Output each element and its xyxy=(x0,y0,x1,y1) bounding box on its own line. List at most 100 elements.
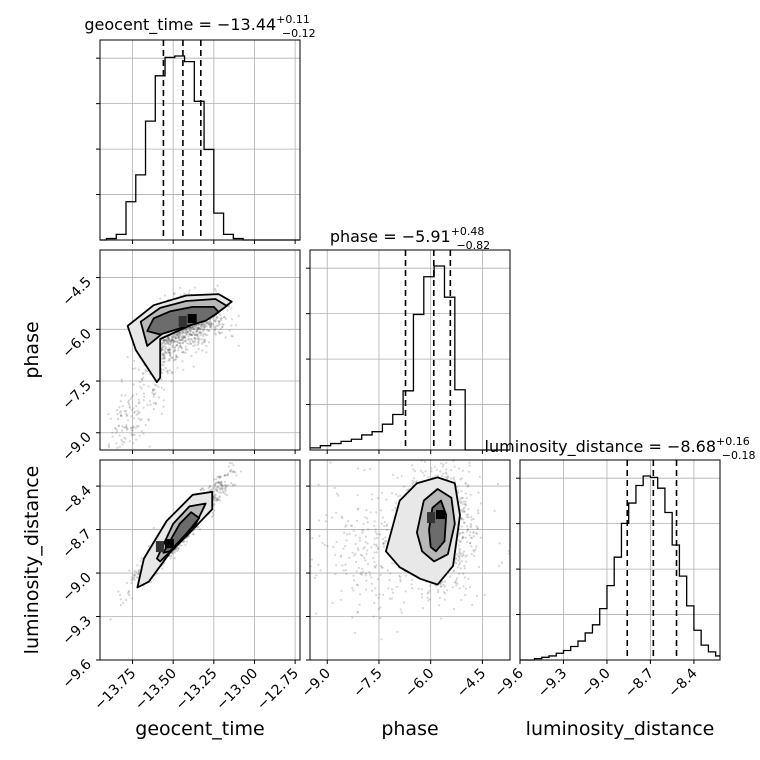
scatter-point xyxy=(213,509,216,512)
scatter-point xyxy=(376,548,379,551)
scatter-point xyxy=(362,547,365,550)
scatter-point xyxy=(359,553,362,556)
scatter-point xyxy=(377,608,380,611)
scatter-point xyxy=(121,443,124,446)
scatter-point xyxy=(214,494,217,497)
scatter-point xyxy=(399,575,402,579)
scatter-point xyxy=(223,474,226,477)
scatter-point xyxy=(452,478,455,481)
scatter-point xyxy=(184,332,187,335)
scatter-point xyxy=(223,474,226,477)
scatter-point xyxy=(182,331,185,334)
scatter-point xyxy=(195,334,198,337)
scatter-point xyxy=(162,353,166,356)
scatter-point xyxy=(177,335,180,338)
scatter-point xyxy=(376,497,379,500)
scatter-point xyxy=(130,429,133,432)
scatter-point xyxy=(162,405,165,408)
scatter-point xyxy=(213,319,216,322)
scatter-point xyxy=(160,386,163,389)
scatter-point xyxy=(384,540,387,543)
scatter-point xyxy=(334,553,337,557)
scatter-point xyxy=(180,331,183,334)
scatter-point xyxy=(468,461,471,464)
scatter-point xyxy=(397,495,400,498)
scatter-point xyxy=(196,328,199,331)
scatter-point xyxy=(464,503,467,506)
scatter-point xyxy=(201,323,204,326)
scatter-point xyxy=(458,587,461,590)
scatter-point xyxy=(208,324,211,327)
scatter-point xyxy=(463,506,466,509)
scatter-point xyxy=(162,357,165,361)
scatter-point xyxy=(413,470,416,473)
scatter-point xyxy=(162,364,165,367)
scatter-point xyxy=(174,340,177,343)
scatter-point xyxy=(126,414,129,417)
scatter-point xyxy=(173,336,176,339)
scatter-point xyxy=(198,328,202,331)
scatter-point xyxy=(469,493,472,496)
scatter-point xyxy=(142,406,145,409)
x-tick-label-1-1: −7.5 xyxy=(350,666,385,701)
scatter-point xyxy=(108,446,111,449)
scatter-point xyxy=(192,331,195,334)
scatter-point xyxy=(202,488,205,492)
scatter-point xyxy=(463,510,466,513)
scatter-point xyxy=(435,468,438,471)
scatter-point xyxy=(128,406,131,409)
scatter-point xyxy=(167,348,170,352)
scatter-point xyxy=(125,428,128,431)
scatter-point xyxy=(458,572,461,575)
scatter-point xyxy=(162,339,165,342)
scatter-point xyxy=(453,581,456,584)
scatter-point xyxy=(352,589,355,592)
scatter-point xyxy=(208,484,211,488)
scatter-point xyxy=(427,599,430,602)
scatter-point xyxy=(317,483,320,486)
scatter-point xyxy=(180,337,183,340)
scatter-point xyxy=(172,339,175,342)
scatter-point xyxy=(216,284,219,287)
scatter-point xyxy=(192,365,195,368)
scatter-point xyxy=(457,467,461,470)
scatter-point xyxy=(230,334,233,338)
y-tick-label-1-1: −7.5 xyxy=(59,378,94,413)
scatter-point xyxy=(168,348,171,351)
scatter-point xyxy=(213,478,216,481)
scatter-point xyxy=(210,325,213,328)
scatter-point xyxy=(137,398,141,401)
scatter-point xyxy=(217,486,220,489)
scatter-point xyxy=(340,554,343,557)
scatter-point xyxy=(440,585,443,588)
scatter-point xyxy=(141,379,144,382)
scatter-point xyxy=(381,537,385,541)
scatter-point xyxy=(130,434,133,437)
scatter-point xyxy=(458,557,461,560)
scatter-point xyxy=(127,401,130,404)
scatter-point xyxy=(216,490,219,493)
scatter-point xyxy=(203,340,206,344)
scatter-point xyxy=(439,585,442,588)
scatter-point xyxy=(198,326,201,329)
scatter-point xyxy=(205,325,208,328)
scatter-point xyxy=(461,497,464,500)
scatter-point xyxy=(205,344,208,348)
scatter-point xyxy=(162,356,165,359)
scatter-point xyxy=(120,378,123,381)
scatter-point xyxy=(185,339,188,342)
scatter-point xyxy=(216,488,219,492)
scatter-point xyxy=(119,414,122,417)
scatter-point xyxy=(187,292,191,295)
scatter-point xyxy=(210,322,213,325)
scatter-point xyxy=(177,336,180,339)
scatter-point xyxy=(199,488,202,491)
scatter-point xyxy=(214,483,217,487)
scatter-point xyxy=(115,431,118,434)
scatter-point xyxy=(130,415,133,418)
scatter-point xyxy=(121,440,124,443)
scatter-point xyxy=(167,336,170,339)
scatter-point xyxy=(197,341,200,344)
scatter-point xyxy=(458,547,461,550)
scatter-point xyxy=(455,577,459,580)
